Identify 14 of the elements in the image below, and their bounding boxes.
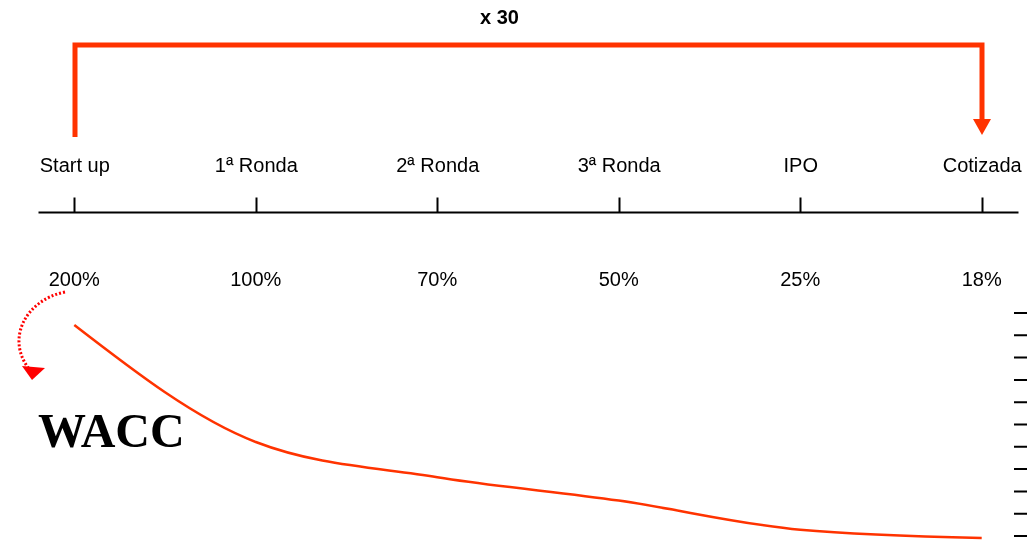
data-label: 50%	[598, 268, 639, 290]
data-label: 18%	[961, 268, 1002, 290]
data-label: 25%	[780, 268, 821, 290]
annotation: WACC	[38, 403, 185, 458]
x-tick-label: Start up	[39, 153, 110, 176]
x-tick-label: Cotizada	[942, 153, 1023, 176]
text: x 30	[480, 6, 519, 29]
x-tick-label: 2ª Ronda	[396, 153, 481, 176]
x-tick-label: 3ª Ronda	[577, 153, 662, 176]
x-tick-label: 1ª Ronda	[214, 153, 299, 176]
x-tick-label: IPO	[783, 153, 818, 176]
data-label: 70%	[417, 268, 458, 290]
data-label: 200%	[48, 268, 101, 290]
data-label: 100%	[230, 268, 282, 290]
